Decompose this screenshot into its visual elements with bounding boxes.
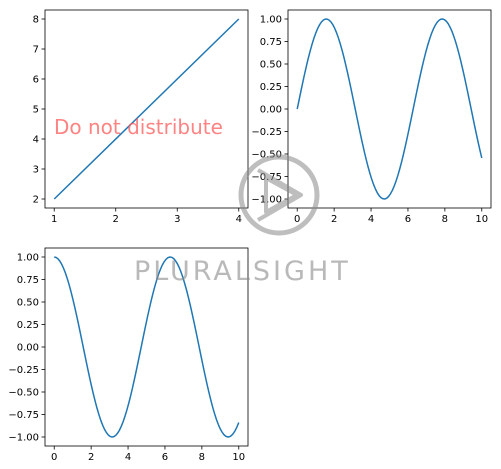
x-tick-label: 3 xyxy=(174,214,180,225)
x-tick-label: 2 xyxy=(88,452,94,463)
series-line-cos xyxy=(54,256,240,438)
x-tick-label: 6 xyxy=(405,214,411,225)
y-tick-label: −0.50 xyxy=(8,388,39,399)
x-tick-label: 2 xyxy=(113,214,119,225)
y-tick-label: 1.00 xyxy=(17,253,39,264)
y-tick-label: 0.75 xyxy=(260,37,282,48)
y-tick-label: −0.75 xyxy=(8,410,39,421)
axes-frame xyxy=(287,9,492,209)
x-tick-label: 4 xyxy=(125,452,131,463)
y-tick-label: −1.00 xyxy=(8,433,39,444)
x-tick-label: 2 xyxy=(331,214,337,225)
y-tick-label: −0.25 xyxy=(251,127,282,138)
y-tick-label: 7 xyxy=(33,45,39,56)
series-line-linear xyxy=(53,18,240,200)
y-tick-label: 0.00 xyxy=(260,105,282,116)
x-tick-label: 0 xyxy=(294,214,300,225)
subplot-2: 0 2 4 6 8 101.000.750.500.250.00−0.25−0.50−0.… xyxy=(251,9,492,225)
y-tick-label: 5 xyxy=(33,105,39,116)
play-circle-logo-icon xyxy=(238,154,320,236)
y-tick-label: 4 xyxy=(33,135,39,146)
y-tick-label: 0.25 xyxy=(260,82,282,93)
y-tick-label: 0.75 xyxy=(17,275,39,286)
x-tick-label: 10 xyxy=(475,214,488,225)
x-tick-label: 4 xyxy=(368,214,374,225)
pluralsight-brand-text: PLURALSIGHT xyxy=(134,256,351,287)
x-tick-label: 8 xyxy=(442,214,448,225)
x-tick-label: 8 xyxy=(199,452,205,463)
y-tick-label: 1.00 xyxy=(260,15,282,26)
subplot-1: 1 2 3 4 2 3 4 5 6 7 8 xyxy=(33,9,249,225)
pluralsight-watermark: PLURALSIGHT xyxy=(134,154,351,287)
series-line-sin xyxy=(296,18,483,200)
x-tick-label: 1 xyxy=(51,214,57,225)
y-tick-label: 2 xyxy=(33,195,39,206)
do-not-distribute-watermark: Do not distribute xyxy=(54,115,223,139)
subplot-3: 0 2 4 6 8 10 1.00 0.75 0.50 0.25 0.00 −0.25 −0.50 −0.… xyxy=(8,247,249,463)
y-tick-label: 0.50 xyxy=(260,60,282,71)
y-tick-label: −0.50 xyxy=(251,150,282,161)
y-tick-label: 0.25 xyxy=(17,320,39,331)
subplots: 1 2 3 4 2 3 4 5 6 7 8 0 2 4 6 8 10 1.00 0.75 0.50 0.25 0.00 −0… xyxy=(8,9,492,463)
x-tick-label: 0 xyxy=(51,452,57,463)
y-tick-label: 8 xyxy=(33,15,39,26)
y-tick-label: 3 xyxy=(33,165,39,176)
x-tick-label: 4 xyxy=(236,214,242,225)
y-tick-label: −0.25 xyxy=(8,365,39,376)
y-tick-label: 0.50 xyxy=(17,298,39,309)
x-tick-label: 10 xyxy=(232,452,245,463)
x-tick-label: 6 xyxy=(162,452,168,463)
y-tick-label: 6 xyxy=(33,75,39,86)
y-tick-label: 0.00 xyxy=(17,343,39,354)
